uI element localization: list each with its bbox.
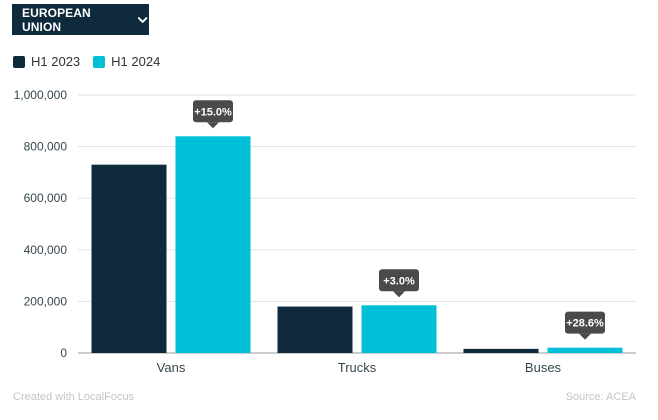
- y-tick-label: 0: [60, 346, 67, 360]
- bar-buses-series-0: [463, 348, 539, 353]
- region-select-label: EUROPEAN UNION: [22, 5, 91, 34]
- legend-item-h1-2023[interactable]: H1 2023: [13, 54, 80, 69]
- change-tooltip-pointer: [393, 291, 405, 298]
- y-tick-label: 600,000: [24, 191, 68, 205]
- bar-vans-series-1: [175, 136, 251, 353]
- change-tooltip-box: [565, 311, 605, 334]
- bar-trucks-series-1: [361, 305, 437, 353]
- chevron-down-icon: [137, 16, 148, 23]
- change-tooltip-label: +28.6%: [566, 318, 604, 330]
- change-tooltip-label: +15.0%: [194, 106, 232, 118]
- bar-buses-series-1: [547, 347, 623, 353]
- change-tooltip-box: [193, 100, 233, 123]
- region-select-button[interactable]: EUROPEAN UNION: [12, 4, 149, 35]
- y-tick-label: 400,000: [24, 243, 68, 257]
- footer-source: Source: ACEA: [565, 391, 636, 403]
- legend-label-h1-2023: H1 2023: [31, 54, 81, 69]
- change-tooltip-label: +3.0%: [383, 275, 415, 287]
- y-tick-label: 200,000: [24, 294, 68, 308]
- legend-label-h1-2024: H1 2024: [111, 54, 161, 69]
- bar-chart: 0 200,000 400,000 600,000 800,000 1,000,000 Va…: [14, 88, 636, 375]
- bar-vans-series-0: [91, 164, 167, 353]
- y-tick-label: 1,000,000: [14, 88, 68, 102]
- bar-trucks-series-0: [277, 306, 353, 353]
- legend-swatch-h1-2024: [93, 55, 106, 68]
- x-tick-label: Buses: [525, 360, 562, 375]
- x-tick-label: Trucks: [338, 360, 377, 375]
- legend-swatch-h1-2023: [13, 55, 25, 68]
- change-tooltip-pointer: [207, 122, 219, 129]
- chart-legend: H1 2023 H1 2024: [13, 54, 173, 69]
- x-tick-label: Vans: [157, 360, 186, 375]
- change-tooltip-box: [379, 269, 419, 292]
- change-tooltip-pointer: [579, 333, 591, 340]
- footer-credit[interactable]: Created with LocalFocus: [13, 391, 135, 403]
- legend-item-h1-2024[interactable]: H1 2024: [93, 54, 160, 69]
- y-tick-label: 800,000: [24, 140, 68, 154]
